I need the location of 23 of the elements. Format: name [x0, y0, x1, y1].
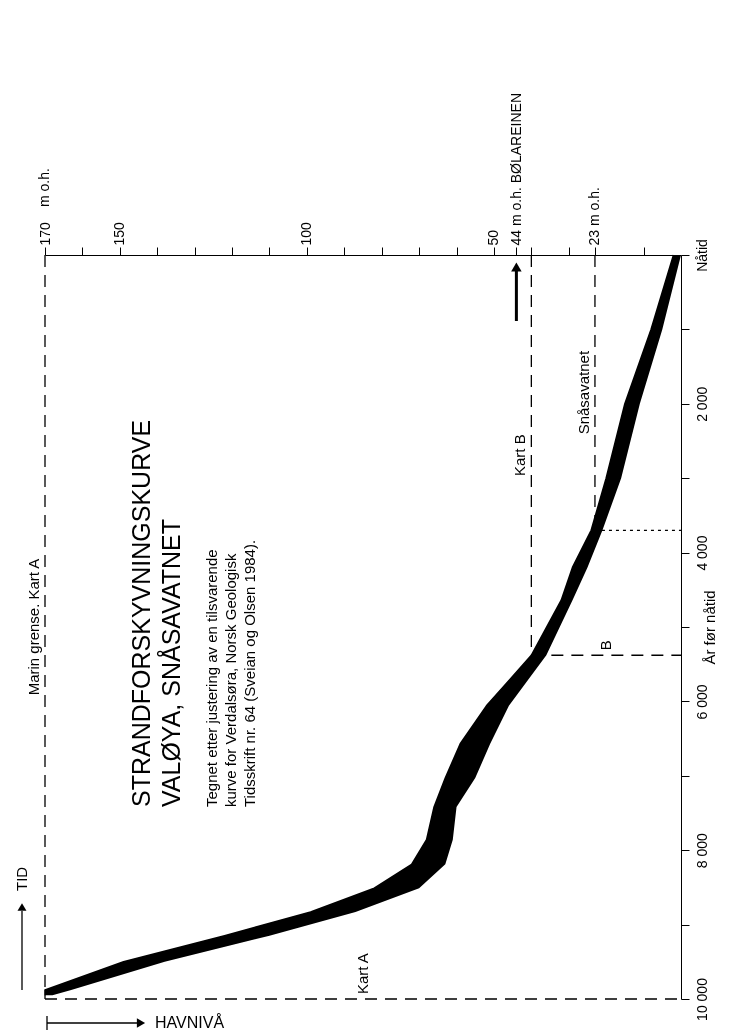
ref-line-label: Kart A — [354, 953, 371, 994]
text: Tegnet etter justering av en tilsvarende kurve for Verdalsøra, Norsk Geologisk Tidsskrift nr. 64 (Sveian og Olsen 1984). — [203, 539, 258, 807]
x-tick-label: 150 — [111, 221, 128, 246]
y-axis-title: År før nåtid — [700, 590, 718, 665]
x-tick-label: 170 — [36, 221, 53, 246]
text: m o.h. — [36, 168, 52, 207]
x-tick-label: 23 m o.h. — [586, 187, 603, 246]
ref-line-label: Snåsavatnet — [574, 350, 592, 435]
y-tick-label: 8 000 — [693, 832, 710, 869]
y-tick-label: Nåtid — [693, 239, 710, 272]
y-tick-label: 6 000 — [693, 684, 710, 720]
ref-line-label: B — [597, 640, 615, 651]
ref-line-label: Kart B — [511, 434, 529, 476]
x-tick-label: 50 — [485, 229, 502, 246]
text: HAVNIVÅ — [155, 1013, 225, 1031]
x-tick-label: 44 m o.h. BØLAREINEN — [507, 92, 524, 246]
x-tick-label: 100 — [298, 221, 315, 246]
ref-line-label: Marin grense. Kart A — [25, 558, 42, 696]
y-tick-label: 10 000 — [693, 977, 710, 1021]
y-tick-label: 2 000 — [693, 386, 710, 422]
y-tick-label: 4 000 — [693, 535, 710, 571]
text: TID — [13, 866, 30, 891]
text: STRANDFORSKYVNINGSKURVE VALØYA, SNÅSAVATNET — [127, 419, 185, 807]
